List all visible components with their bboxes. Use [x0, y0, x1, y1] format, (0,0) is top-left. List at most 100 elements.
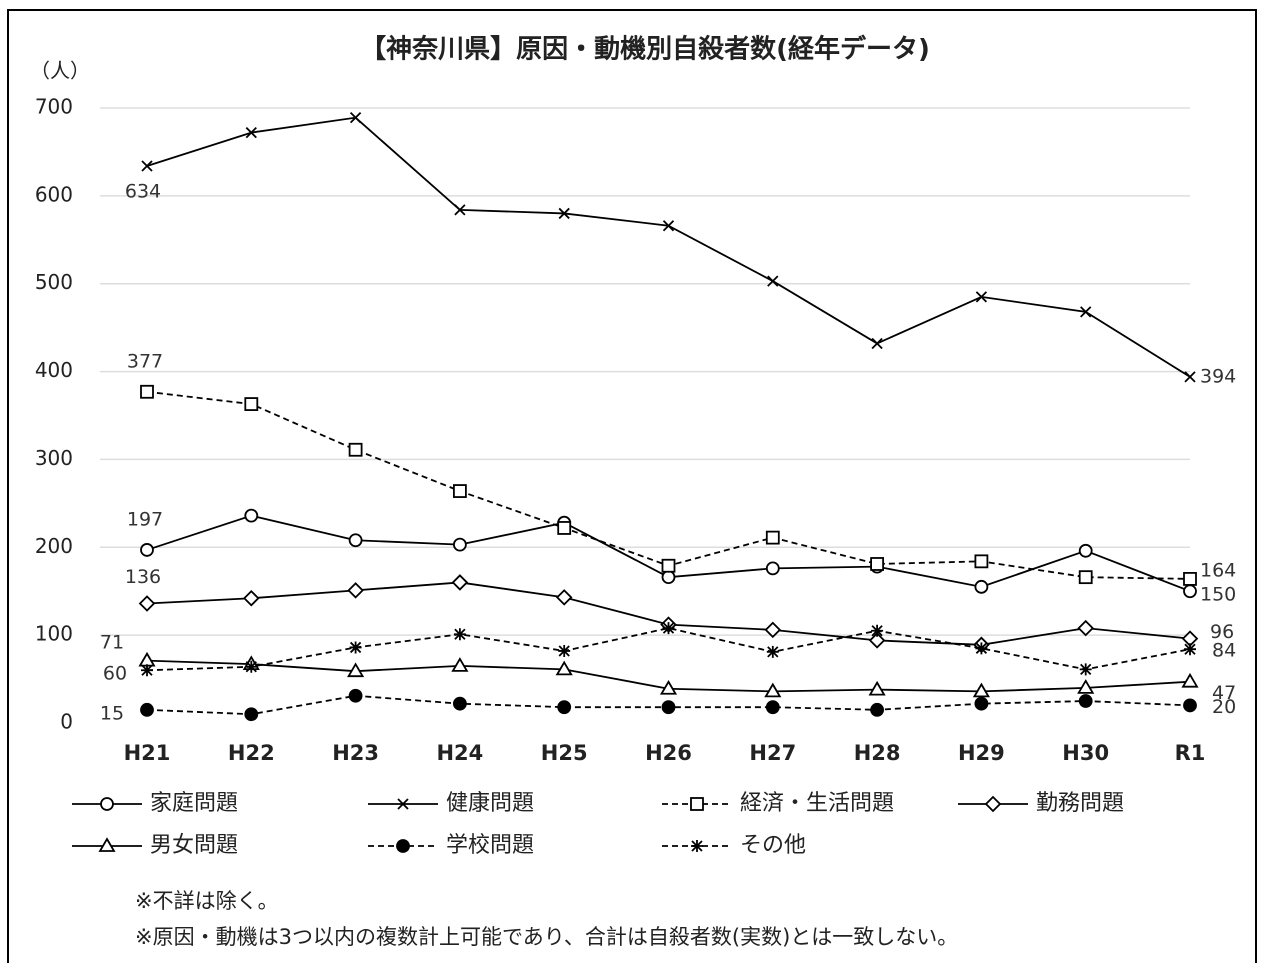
data-label: 197 — [127, 508, 163, 530]
marker — [1183, 572, 1197, 586]
data-label: 377 — [127, 350, 163, 372]
marker — [868, 632, 886, 649]
marker — [452, 696, 467, 711]
y-tick-label: 500 — [35, 270, 73, 294]
legend-marker — [98, 837, 116, 852]
y-tick-label: 600 — [35, 182, 73, 206]
data-label: 20 — [1212, 696, 1236, 718]
y-tick-label: 200 — [35, 534, 73, 558]
marker — [1080, 306, 1092, 318]
x-tick-label: H29 — [958, 741, 1005, 765]
marker — [974, 579, 989, 594]
marker — [659, 679, 678, 695]
marker — [1078, 543, 1093, 558]
legend-label: 学校問題 — [446, 833, 534, 858]
x-tick-label: H30 — [1062, 741, 1109, 765]
marker — [868, 680, 886, 696]
x-tick-label: H21 — [124, 741, 171, 765]
legend-label: 勤務問題 — [1036, 791, 1124, 816]
legend-marker — [984, 795, 1002, 813]
data-label: 84 — [1212, 640, 1236, 662]
marker — [452, 537, 467, 552]
marker — [1079, 663, 1092, 676]
note: ※不詳は除く。 — [135, 889, 279, 913]
legend-label: その他 — [740, 833, 806, 858]
x-tick-label: H23 — [332, 741, 379, 765]
marker — [141, 664, 153, 677]
marker — [245, 126, 257, 139]
marker — [348, 688, 363, 703]
frame — [7, 9, 1257, 963]
marker — [555, 660, 573, 676]
marker — [661, 558, 676, 573]
marker — [662, 220, 675, 232]
series-line — [146, 116, 1191, 378]
x-tick-label: H22 — [228, 741, 275, 765]
legend-label: 健康問題 — [446, 791, 534, 816]
marker — [661, 570, 676, 585]
data-label: 394 — [1200, 365, 1236, 387]
marker — [765, 530, 780, 545]
y-tick-label: 100 — [35, 622, 73, 646]
marker — [1181, 672, 1199, 688]
marker — [972, 682, 990, 698]
x-tick-label: H24 — [436, 741, 483, 765]
data-label: 150 — [1200, 584, 1236, 606]
legend-label: 経済・生活問題 — [740, 791, 894, 816]
marker — [1184, 643, 1196, 656]
marker — [349, 641, 362, 654]
x-tick-label: H26 — [645, 741, 692, 765]
x-tick-label: H25 — [541, 741, 588, 765]
marker — [558, 207, 570, 220]
marker — [557, 521, 572, 535]
legend-marker — [690, 797, 704, 811]
marker — [140, 702, 154, 717]
y-tick-label: 400 — [35, 358, 73, 382]
note: ※原因・動機は3つ以内の複数計上可能であり、合計は自殺者数(実数)とは一致しない… — [135, 925, 958, 949]
marker — [975, 642, 988, 655]
marker — [870, 557, 884, 571]
data-label: 15 — [100, 703, 124, 725]
marker — [140, 543, 154, 557]
marker — [871, 337, 883, 350]
marker — [138, 595, 156, 612]
marker — [140, 384, 154, 399]
y-tick-label: 0 — [60, 710, 73, 734]
marker — [764, 682, 782, 698]
data-label: 634 — [125, 180, 161, 202]
legend-marker — [397, 798, 409, 810]
marker — [1078, 570, 1093, 585]
data-label: 96 — [1210, 621, 1234, 643]
marker — [244, 707, 259, 722]
series-line — [146, 390, 1191, 580]
marker — [349, 112, 362, 124]
legend-marker — [691, 840, 703, 852]
x-tick-label: H27 — [749, 741, 796, 765]
marker — [243, 589, 260, 607]
x-tick-label: H28 — [854, 741, 901, 765]
data-label: 164 — [1200, 559, 1236, 581]
legend-marker — [100, 797, 114, 811]
marker — [1078, 694, 1093, 708]
marker — [974, 696, 989, 711]
legend-marker — [396, 839, 410, 853]
marker — [244, 508, 259, 523]
data-label: 71 — [100, 632, 124, 654]
marker — [245, 660, 258, 673]
data-label: 60 — [103, 663, 127, 685]
marker — [871, 624, 884, 637]
marker — [244, 397, 259, 411]
marker — [347, 582, 364, 599]
marker — [767, 275, 779, 287]
x-tick-label: R1 — [1175, 741, 1206, 765]
chart-title: 【神奈川県】原因・動機別自殺者数(経年データ) — [360, 34, 930, 65]
marker — [452, 484, 467, 498]
marker — [348, 533, 363, 548]
legend-label: 家庭問題 — [150, 791, 238, 816]
marker — [1184, 371, 1196, 383]
marker — [348, 442, 363, 457]
y-tick-label: 300 — [35, 446, 73, 470]
marker — [870, 702, 884, 717]
legend-label: 男女問題 — [150, 833, 238, 858]
